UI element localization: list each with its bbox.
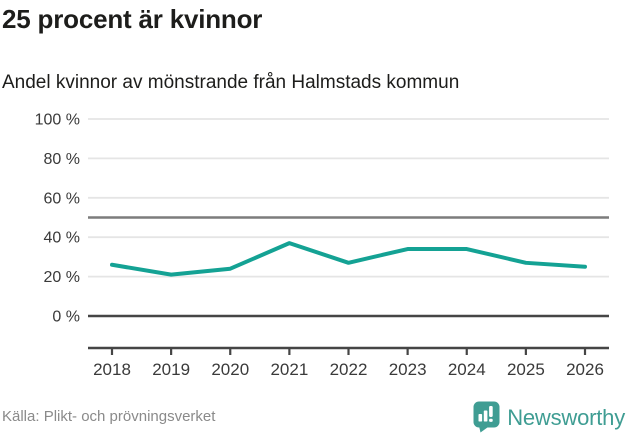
x-tick-label: 2020	[211, 360, 249, 379]
x-tick-label: 2022	[330, 360, 368, 379]
data-series-line	[110, 241, 587, 277]
newsworthy-badge-icon	[473, 401, 500, 433]
source-note: Källa: Plikt- och prövningsverket	[2, 408, 216, 425]
newsworthy-logo: Newsworthy	[473, 401, 625, 433]
y-tick-label: 100 %	[35, 112, 80, 129]
y-tick-label: 20 %	[44, 269, 80, 286]
y-tick-label: 0 %	[52, 309, 80, 326]
x-tick-label: 2026	[566, 360, 604, 379]
x-tick-label: 2023	[389, 360, 427, 379]
y-tick-label: 80 %	[44, 151, 80, 168]
x-tick-label: 2024	[448, 360, 486, 379]
x-tick-label: 2021	[270, 360, 308, 379]
x-tick-label: 2018	[93, 360, 131, 379]
line-chart: 0 % 20 % 40 % 60 % 80 % 100 % 2018 2019 2020 2021…	[0, 108, 631, 388]
y-tick-label: 40 %	[44, 230, 80, 247]
x-tick-label: 2025	[507, 360, 545, 379]
x-tick-label: 2019	[152, 360, 190, 379]
chart-subtitle: Andel kvinnor av mönstrande från Halmsta…	[2, 72, 460, 93]
line-chart-canvas: 0 % 20 % 40 % 60 % 80 % 100 % 2018 2019 2020 2021…	[35, 112, 609, 379]
y-tick-label: 60 %	[44, 190, 80, 207]
chart-title: 25 procent är kvinnor	[2, 4, 263, 34]
newsworthy-wordmark: Newsworthy	[507, 404, 625, 430]
